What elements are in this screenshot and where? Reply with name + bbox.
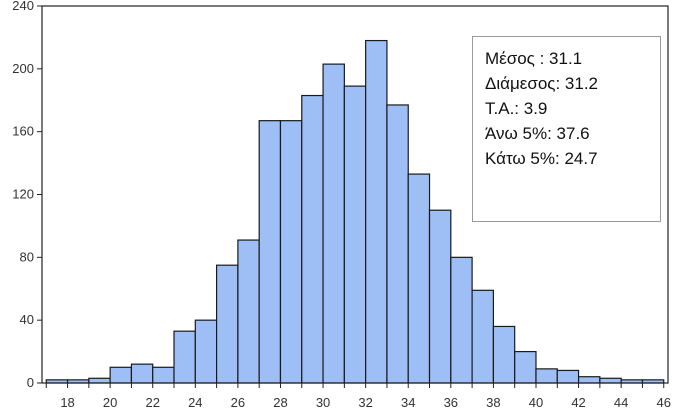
y-tick-label: 40 (20, 312, 34, 327)
x-tick-label: 40 (529, 395, 543, 410)
y-tick-label: 240 (12, 0, 34, 13)
x-tick-label: 42 (571, 395, 585, 410)
y-tick-label: 0 (27, 375, 34, 390)
x-tick-label: 22 (145, 395, 159, 410)
x-tick-label: 28 (273, 395, 287, 410)
x-tick-label: 32 (358, 395, 372, 410)
x-tick-label: 20 (103, 395, 117, 410)
histogram-bar (237, 239, 260, 384)
histogram-bar (215, 264, 239, 384)
x-tick-label: 46 (657, 395, 671, 410)
stat-mean: Μέσος : 31.1 (485, 49, 583, 68)
y-tick-label: 80 (20, 249, 34, 264)
histogram-bar (492, 325, 516, 384)
y-tick-label: 120 (12, 187, 34, 202)
histogram-bar (152, 366, 175, 384)
histogram-bar (130, 363, 154, 384)
stat-lower-5: Κάτω 5%: 24.7 (485, 149, 598, 168)
histogram-bar (577, 376, 601, 384)
histogram-bar (450, 256, 473, 384)
x-tick-label: 26 (231, 395, 245, 410)
y-tick-label: 160 (12, 124, 34, 139)
histogram-bar (322, 63, 345, 384)
x-tick-label: 24 (188, 395, 202, 410)
x-tick-label: 44 (614, 395, 628, 410)
histogram-bar (365, 39, 388, 384)
histogram-bar (386, 104, 409, 384)
histogram-bar (599, 377, 622, 384)
x-tick-label: 34 (401, 395, 415, 410)
x-tick-label: 38 (486, 395, 500, 410)
stat-std-dev: Τ.Α.: 3.9 (485, 99, 548, 118)
x-tick-label: 36 (444, 395, 458, 410)
histogram-bar (535, 368, 558, 384)
histogram-bar (194, 319, 218, 384)
histogram-bar (343, 85, 367, 384)
histogram-bar (556, 369, 580, 384)
histogram-bar (301, 94, 324, 384)
histogram-bar (258, 120, 282, 384)
stats-box: Μέσος : 31.1 Διάμεσος: 31.2 Τ.Α.: 3.9 Άν… (472, 36, 661, 222)
histogram-bar (428, 209, 452, 384)
y-tick-label: 200 (12, 61, 34, 76)
histogram-bar (88, 377, 111, 384)
x-tick-label: 18 (60, 395, 74, 410)
histogram-bar (279, 120, 303, 384)
x-tick-label: 30 (316, 395, 330, 410)
histogram-bar (173, 330, 196, 384)
stat-median: Διάμεσος: 31.2 (485, 74, 599, 93)
stat-upper-5: Άνω 5%: 37.6 (485, 124, 590, 143)
histogram-bar (407, 173, 431, 384)
histogram-bar (514, 350, 537, 384)
histogram-bar (471, 289, 495, 384)
axes-layer: 0 40 80 120 160 200 240 18 20 22 24 26 28 30 32 34 36 38 4… (12, 0, 671, 410)
histogram-bar (109, 366, 133, 384)
